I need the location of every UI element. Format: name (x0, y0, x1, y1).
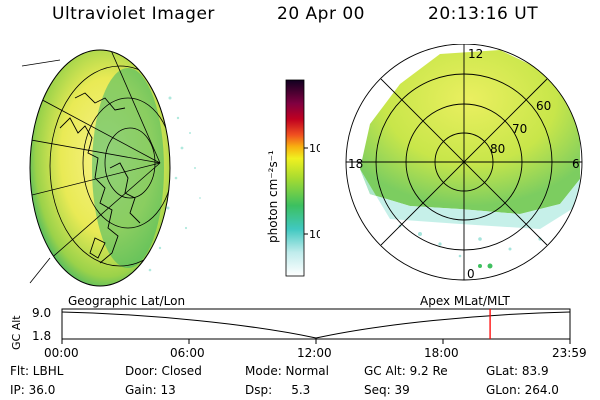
status-seq: Seq: 39 (364, 383, 410, 397)
x-tick-3: 18:00 (424, 346, 459, 360)
colorbar: 100 10 photon cm⁻²s⁻¹ (266, 79, 320, 277)
status-gain: Gain: 13 (125, 383, 176, 397)
colorbar-tick-100: 100 (309, 142, 320, 155)
lat-label-70: 70 (512, 122, 527, 136)
lat-label-80: 80 (490, 142, 505, 156)
mlt-label-18: 18 (348, 157, 363, 171)
y-tick-low: 1.8 (32, 329, 51, 343)
x-tick-4: 23:59 (552, 346, 587, 360)
y-tick-high: 9.0 (32, 306, 51, 320)
y-axis-label: GC Alt (10, 315, 23, 350)
orbit-altitude-panel: GC Alt 9.0 1.8 (10, 306, 571, 350)
status-mode: Mode: Normal (245, 364, 329, 378)
status-dsp: Dsp: 5.3 (245, 383, 311, 397)
mlt-label-12: 12 (468, 47, 483, 61)
geographic-title: Geographic Lat/Lon (68, 294, 186, 308)
status-ip: IP: 36.0 (10, 383, 56, 397)
status-glat: GLat: 83.9 (486, 364, 549, 378)
x-tick-1: 06:00 (170, 346, 205, 360)
date-label: 20 Apr 00 (277, 4, 365, 24)
lat-label-60: 60 (536, 99, 551, 113)
colorbar-tick-10: 10 (309, 228, 320, 241)
mlt-label-6: 6 (572, 157, 580, 171)
geographic-image (21, 49, 201, 287)
x-tick-0: 00:00 (44, 346, 79, 360)
x-tick-2: 12:00 (297, 346, 332, 360)
mlt-label-0: 0 (467, 267, 475, 281)
status-gc-alt: GC Alt: 9.2 Re (364, 364, 448, 378)
status-glon: GLon: 264.0 (486, 383, 559, 397)
colorbar-unit-label: photon cm⁻²s⁻¹ (266, 150, 280, 243)
app-title: Ultraviolet Imager (52, 4, 215, 24)
apex-title: Apex MLat/MLT (420, 294, 510, 308)
polar-plot: 12 18 6 0 60 70 80 (345, 44, 583, 281)
status-filter: Flt: LBHL (10, 364, 64, 378)
time-label: 20:13:16 UT (428, 4, 539, 24)
status-door: Door: Closed (125, 364, 202, 378)
